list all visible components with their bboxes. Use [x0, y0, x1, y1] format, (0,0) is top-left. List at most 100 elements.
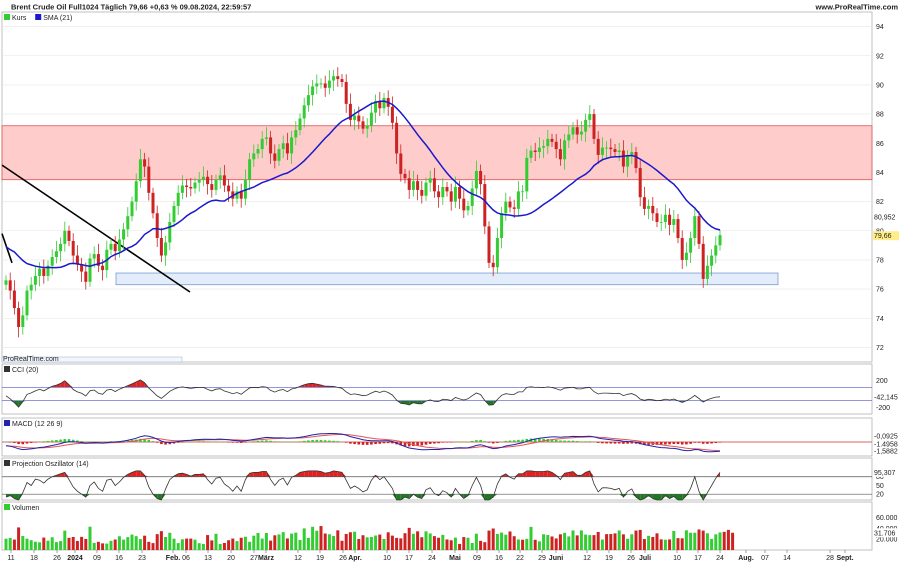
projection-overbought-fill — [249, 472, 254, 477]
candle-down — [533, 150, 537, 152]
macd-histogram-bar — [302, 440, 306, 442]
candle-down — [403, 173, 407, 179]
macd-histogram-bar — [437, 442, 440, 444]
volume-bar — [395, 537, 399, 550]
cci-legend-swatch — [4, 366, 10, 372]
x-tick-label: Feb. — [166, 555, 180, 562]
candle-up — [659, 222, 663, 223]
projection-overbought-fill — [245, 473, 250, 477]
candle-down — [12, 290, 16, 309]
volume-bar — [327, 534, 331, 550]
candle-down — [554, 141, 558, 150]
candle-down — [638, 168, 642, 198]
macd-histogram-bar — [613, 442, 617, 444]
volume-bar — [462, 537, 466, 550]
candle-up — [374, 100, 378, 113]
candle-up — [235, 191, 239, 199]
candle-up — [256, 149, 260, 154]
candle-down — [651, 205, 655, 214]
sma-value-tag: 80,952 — [874, 214, 896, 221]
macd-histogram-bar — [491, 442, 495, 444]
volume-bar — [722, 531, 726, 550]
macd-histogram-bar — [454, 441, 457, 443]
volume-bar — [365, 537, 369, 550]
candle-up — [500, 213, 504, 239]
volume-bar — [521, 539, 525, 550]
volume-bar — [273, 535, 277, 550]
macd-histogram-bar — [554, 439, 558, 442]
macd-histogram-bar — [311, 440, 314, 442]
volume-bar — [138, 539, 142, 550]
projection-oversold-fill — [636, 494, 641, 500]
macd-histogram-bar — [307, 440, 310, 442]
x-tick-label: 10 — [383, 555, 391, 562]
volume-bar — [479, 540, 483, 550]
volume-bar — [126, 537, 130, 550]
volume-bar — [512, 536, 516, 550]
projection-y-tick-label: 50 — [876, 483, 884, 490]
candle-up — [138, 159, 142, 182]
candle-down — [147, 166, 151, 193]
macd-histogram-bar — [685, 442, 688, 445]
candle-up — [172, 205, 176, 222]
x-tick-label: 26 — [53, 555, 61, 562]
candle-up — [525, 157, 529, 192]
projection-oversold-fill — [421, 494, 426, 499]
candle-down — [642, 197, 646, 209]
volume-bar — [617, 530, 621, 550]
volume-bar — [407, 527, 411, 550]
macd-histogram-bar — [332, 440, 335, 442]
volume-bar — [579, 530, 583, 550]
macd-histogram-bar — [403, 442, 407, 447]
volume-bar — [634, 530, 638, 550]
volume-bar — [285, 538, 289, 550]
macd-histogram-bar — [517, 439, 520, 442]
x-tick-label: 16 — [115, 555, 123, 562]
volume-bar — [353, 531, 357, 550]
volume-value-tag-bg — [873, 528, 899, 538]
macd-histogram-bar — [697, 442, 701, 443]
volume-bar — [411, 533, 415, 550]
volume-bar — [466, 537, 470, 550]
volume-bar — [33, 541, 37, 550]
candle-up — [365, 125, 369, 129]
price-y-tick-label: 76 — [876, 287, 884, 294]
candle-up — [579, 131, 583, 135]
macd-line — [5, 433, 721, 453]
macd-histogram-bar — [508, 440, 512, 442]
projection-value-tag-bg — [873, 467, 899, 477]
candle-up — [672, 219, 676, 225]
price-y-tick-label: 72 — [876, 345, 884, 352]
candle-down — [285, 143, 289, 154]
macd-histogram-bar — [668, 442, 671, 445]
source-label[interactable]: www.ProRealTime.com — [814, 3, 898, 12]
volume-bar — [75, 540, 79, 550]
x-tick-label: 06 — [182, 555, 190, 562]
candle-up — [248, 159, 252, 180]
volume-bar — [386, 532, 390, 550]
volume-bar — [361, 535, 365, 550]
candle-down — [458, 187, 462, 199]
candle-down — [432, 178, 436, 192]
macd-histogram-bar — [218, 441, 222, 443]
macd-histogram-bar — [655, 442, 659, 445]
macd-histogram-bar — [412, 442, 415, 447]
volume-bar — [432, 536, 436, 550]
candle-up — [504, 201, 508, 214]
candle-up — [306, 95, 310, 106]
cci-overbought-fill — [132, 381, 137, 388]
candle-down — [206, 176, 210, 185]
candle-up — [714, 245, 718, 256]
macd-histogram-bar — [365, 442, 369, 445]
candle-up — [327, 80, 331, 88]
macd-histogram-bar — [189, 441, 193, 443]
macd-histogram-bar — [265, 440, 268, 442]
volume-bar — [151, 543, 155, 550]
projection-overbought-fill — [342, 472, 347, 477]
macd-histogram-bar — [273, 441, 277, 442]
volume-bar — [105, 543, 109, 550]
candle-down — [361, 121, 365, 129]
cci-overbought-fill — [64, 380, 69, 388]
candle-down — [407, 178, 411, 190]
candle-up — [277, 149, 281, 161]
